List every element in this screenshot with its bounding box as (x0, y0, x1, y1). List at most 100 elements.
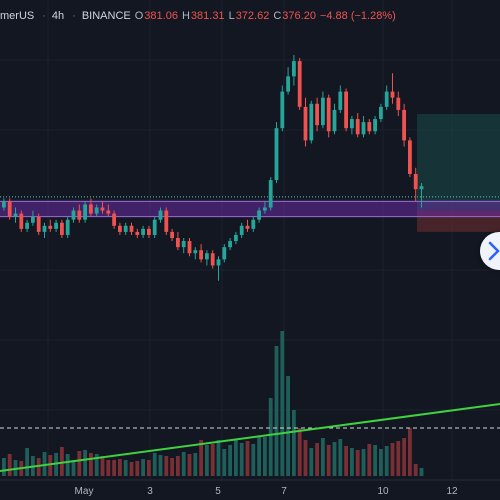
candle-body (350, 119, 354, 129)
volume-bar (286, 376, 290, 476)
candle-body (187, 241, 192, 254)
candle-body (379, 106, 383, 120)
volume-bar (141, 459, 145, 476)
volume-bar (216, 440, 221, 476)
volume-bar (89, 453, 93, 476)
close-value: 376.20 (282, 10, 316, 22)
volume-bar (396, 441, 401, 476)
candle-body (332, 109, 337, 132)
candle-body (367, 122, 372, 132)
volume-bar (170, 458, 174, 476)
candle-body (152, 219, 157, 235)
candle-body (106, 210, 111, 214)
candle-body (315, 103, 319, 126)
volume-bar (321, 438, 325, 476)
volume-bar (274, 346, 279, 476)
candle-body (36, 216, 41, 232)
volume-bar (355, 450, 360, 476)
volume-bar (36, 458, 41, 476)
candle-body (234, 234, 238, 242)
open-label: O (134, 10, 144, 22)
volume-bar (106, 460, 111, 476)
volume-bar (263, 437, 267, 476)
candle-body (210, 253, 215, 266)
volume-bar (48, 455, 53, 476)
candle-body (413, 173, 418, 190)
volume-bar (152, 453, 157, 476)
candle-body (60, 222, 64, 235)
volume-bar (199, 440, 203, 476)
volume-bar (118, 459, 122, 476)
candle-body (396, 97, 401, 110)
candle-body (54, 222, 58, 229)
candle-body (77, 210, 82, 220)
volume-bar (42, 452, 47, 476)
candle-body (31, 216, 35, 223)
candle-body (251, 219, 256, 229)
candle-body (419, 186, 424, 190)
scroll-to-realtime-button[interactable] (480, 232, 500, 270)
candle-body (2, 201, 6, 208)
volume-bar (315, 443, 319, 476)
target-zone (417, 114, 500, 211)
candle-body (205, 253, 209, 260)
candle-body (286, 76, 290, 92)
support-zone (0, 201, 500, 217)
volume-bar (123, 460, 128, 476)
trendline (0, 403, 500, 472)
candle-body (13, 213, 18, 217)
candle-body (268, 180, 273, 208)
volume-bar (94, 454, 99, 476)
volume-bar (268, 398, 273, 476)
candle-body (216, 259, 221, 266)
interval-label[interactable]: 4h (51, 10, 65, 22)
volume-bar (239, 443, 244, 476)
candle-body (158, 210, 163, 220)
volume-bar (158, 455, 163, 476)
candle-body (123, 225, 128, 232)
volume-bar (373, 445, 377, 476)
candle-body (135, 231, 140, 235)
volume-bar (350, 448, 354, 476)
low-value: 372.62 (235, 10, 270, 22)
volume-bar (413, 464, 418, 476)
volume-bar (25, 448, 29, 476)
time-tick-label: May (75, 486, 94, 497)
candle-body (297, 61, 302, 107)
candle-body (239, 225, 244, 235)
candle-body (48, 225, 53, 229)
candle-body (83, 204, 87, 220)
volume-bar (228, 445, 232, 476)
candle-body (326, 97, 331, 132)
volume-bar (251, 444, 256, 476)
candle-body (176, 238, 180, 248)
candle-body (309, 103, 314, 141)
volume-bar (361, 449, 366, 476)
candle-body (25, 222, 29, 229)
volume-bar (222, 449, 227, 476)
candle-body (408, 140, 412, 174)
volume-bar (408, 428, 412, 476)
symbol-name[interactable]: merUS (0, 10, 35, 22)
candle-body (112, 213, 116, 226)
volume-bar (100, 456, 105, 476)
symbol-header: merUS · 4h · BINANCE O 381.06 H 381.31 L… (0, 10, 396, 22)
volume-bar (176, 456, 180, 476)
candle-body (228, 241, 232, 248)
candle-body (94, 207, 99, 214)
candle-body (390, 91, 395, 98)
candle-body (361, 122, 366, 135)
candle-body (199, 250, 203, 260)
volume-bar (303, 440, 308, 476)
candle-body (321, 97, 325, 126)
candle-body (164, 210, 169, 232)
candle-body (129, 225, 134, 232)
volume-bar (245, 441, 250, 476)
high-value: 381.31 (190, 10, 225, 22)
candle-body (402, 109, 406, 141)
volume-bar (210, 444, 215, 476)
open-value: 381.06 (144, 10, 178, 22)
candle-body (280, 91, 285, 129)
